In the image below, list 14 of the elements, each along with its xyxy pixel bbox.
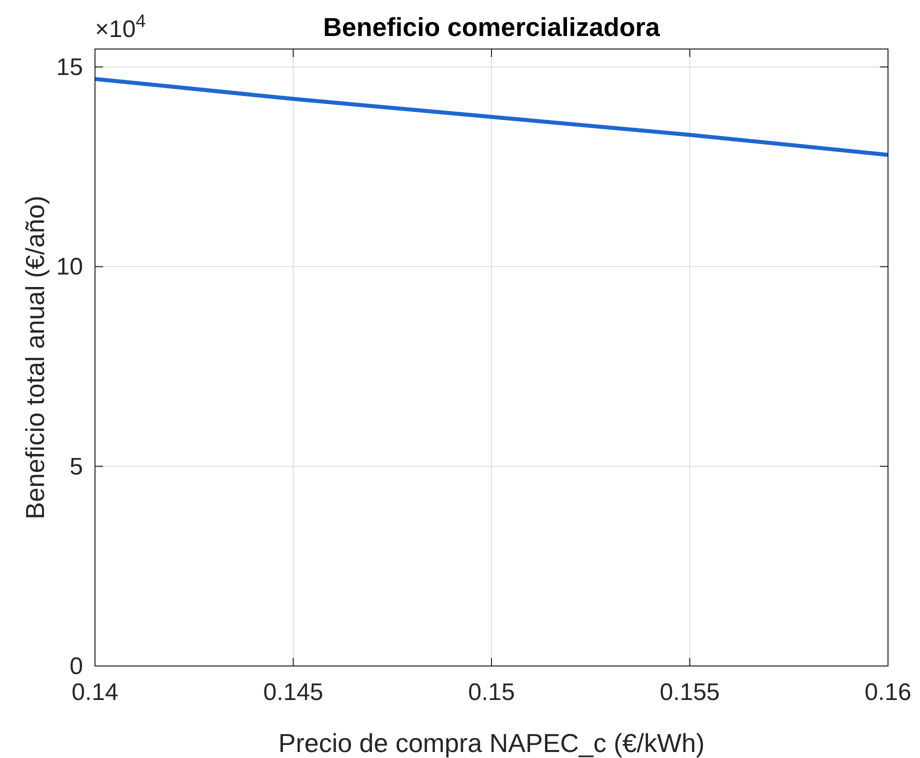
y-tick-label: 10	[56, 254, 83, 281]
y-tick-label: 5	[70, 453, 83, 480]
text: ×10$^{4}$	[95, 11, 146, 43]
x-tick-label: 0.15	[468, 679, 515, 706]
x-tick-label: 0.145	[263, 679, 324, 706]
y-axis-title: Beneficio total anual (€/año)	[20, 196, 50, 520]
x-tick-label: 0.14	[72, 679, 118, 706]
chart-title: Beneficio comercializadora	[323, 12, 660, 42]
y-tick-label: 0	[70, 653, 83, 680]
x-axis-title: Precio de compra NAPEC_c (€/kWh)	[278, 728, 705, 758]
x-tick-label: 0.155	[660, 679, 720, 706]
x-tick-label: 0.16	[864, 679, 912, 706]
line-series	[93, 76, 890, 157]
y-tick-label: 15	[56, 54, 83, 81]
